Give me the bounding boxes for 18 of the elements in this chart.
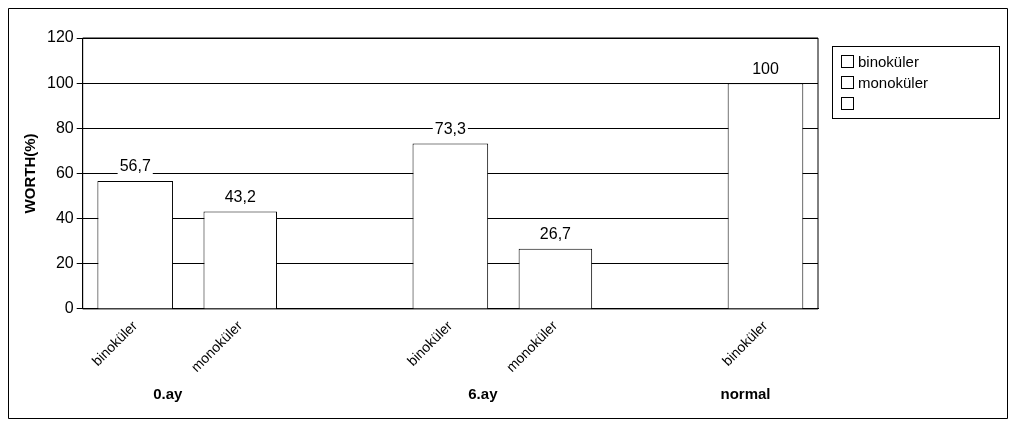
text: 26,7 — [539, 225, 571, 243]
y-tick-label: 40 — [55, 209, 74, 227]
text: 6.ay — [468, 384, 499, 402]
y-tick-label: 100 — [46, 73, 74, 91]
text: 43,2 — [224, 187, 256, 205]
y-tick-label: 80 — [55, 118, 74, 136]
y-tick-label: 120 — [46, 28, 74, 46]
text: binoküler — [858, 53, 919, 70]
y-axis-title: WORTH(%) — [21, 133, 39, 214]
text: 73,3 — [434, 119, 466, 137]
text: monoküler — [858, 74, 929, 91]
y-tick-label: 60 — [55, 163, 74, 181]
text: normal — [720, 384, 771, 402]
text: 56,7 — [119, 157, 151, 175]
text: 0.ay — [153, 384, 183, 402]
y-tick-label: 0 — [64, 299, 74, 317]
y-tick-label: 20 — [55, 254, 74, 272]
text: 100 — [752, 59, 779, 77]
